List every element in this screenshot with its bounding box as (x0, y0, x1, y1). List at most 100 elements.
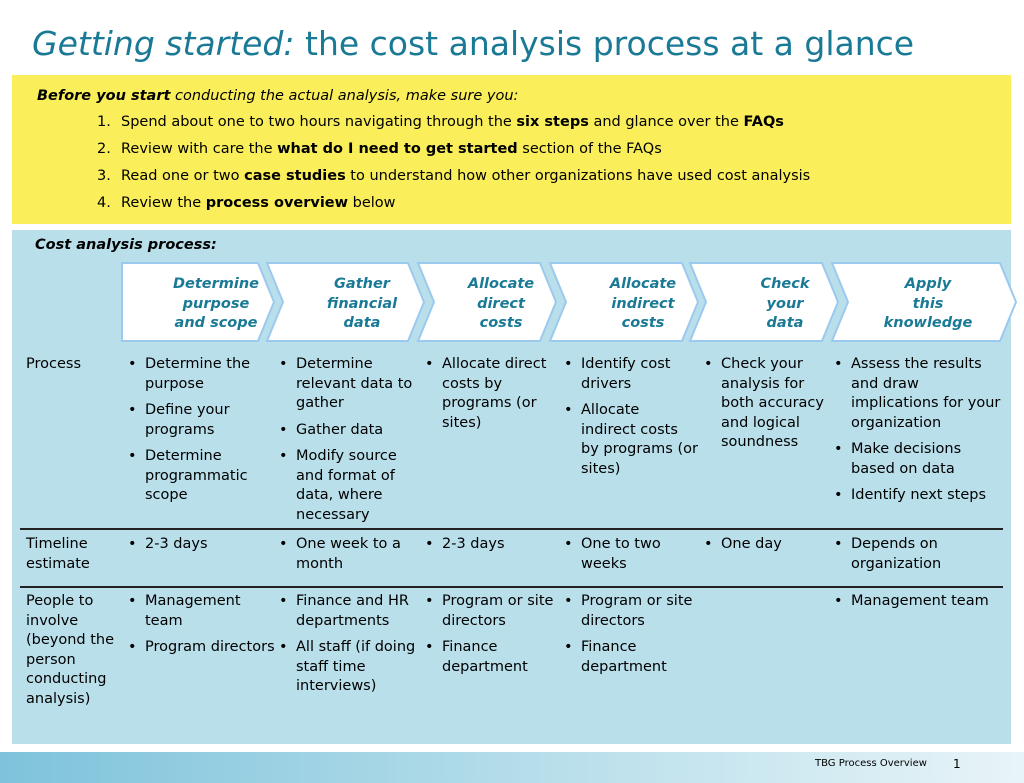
table-cell: One to two weeks (561, 535, 698, 581)
table-cell: 2-3 days (422, 535, 558, 562)
process-step-label-line: data (766, 315, 804, 331)
bullet-item: Finance department (422, 638, 558, 677)
process-step-chevron (265, 262, 426, 342)
step-number: 1. (97, 114, 111, 130)
step-number: 4. (97, 195, 111, 211)
table-cell: Management team Program directors (125, 592, 275, 665)
process-step-label-line: Allocate (609, 276, 677, 292)
before-you-start-panel: Before you start conducting the actual a… (12, 75, 1011, 224)
step-highlight: case studies (244, 168, 346, 184)
step-highlight: process overview (205, 195, 349, 211)
table-cell: Depends on organization (831, 535, 1001, 581)
step-highlight: six steps (516, 114, 589, 130)
process-step-label: Apply this knowledge (873, 275, 983, 334)
footer-bar: TBG Process Overview 1 (0, 752, 1024, 783)
process-step-chevron (416, 262, 558, 342)
process-step-label: Check your data (730, 275, 840, 334)
preparation-steps-list: 1. Spend about one to two hours navigatin… (97, 114, 810, 222)
bullet-item: Modify source and format of data, where … (276, 447, 419, 525)
table-cell: One day (701, 535, 828, 562)
table-cell: Management team (831, 592, 1001, 619)
process-step-label-line: costs (479, 315, 523, 331)
bullet-item: Define your programs (125, 401, 275, 440)
bullet-item: Management team (125, 592, 275, 631)
bullet-item: Identify cost drivers (561, 355, 698, 394)
row-label: Process (26, 356, 82, 372)
bullet-item: Program or site directors (422, 592, 558, 631)
process-step-label-line: Determine (172, 276, 260, 292)
process-step-label: Gather financial data (307, 275, 417, 334)
row-label: Timeline estimate (26, 536, 90, 572)
intro-rest: conducting the actual analysis, make sur… (170, 88, 519, 104)
bullet-item: Determine programmatic scope (125, 447, 275, 506)
bullet-item: Program or site directors (561, 592, 698, 631)
process-step-label: Allocate direct costs (446, 275, 556, 334)
bullet-item: Depends on organization (831, 535, 1001, 574)
step-text: and glance over the (588, 114, 744, 130)
bullet-item: Make decisions based on data (831, 440, 1001, 479)
bullet-item: Check your analysis for both accuracy an… (701, 355, 828, 453)
step-highlight: FAQs (743, 114, 784, 130)
table-cell: One week to a month (276, 535, 419, 581)
bullet-item: Program directors (125, 638, 275, 658)
row-label: People to involve (beyond the person con… (26, 593, 115, 707)
step-number: 3. (97, 168, 111, 184)
step-text: below (348, 195, 396, 211)
table-cell: Finance and HR departments All staff (if … (276, 592, 419, 704)
process-step-label: Allocate indirect costs (588, 275, 698, 334)
process-step-chevron (830, 262, 1018, 342)
process-caption: Cost analysis process: (35, 237, 217, 253)
preparation-step: 2. Review with care the what do I need to… (97, 141, 810, 168)
page-title: Getting started: the cost analysis proce… (32, 24, 914, 63)
table-cell: Program or site directors Finance departm… (561, 592, 698, 684)
process-step-label-line: Check (760, 276, 810, 292)
process-step-chevron (688, 262, 840, 342)
step-highlight: what do I need to get started (277, 141, 518, 157)
bullet-item: Management team (831, 592, 1001, 612)
bullet-item: One week to a month (276, 535, 419, 574)
bullet-item: Allocate indirect costs by programs (or … (561, 401, 698, 479)
bullet-item: Gather data (276, 421, 419, 441)
step-text: to understand how other organizations ha… (345, 168, 811, 184)
row-divider (20, 528, 1003, 530)
bullet-item: 2-3 days (422, 535, 558, 555)
process-step-label-line: direct (477, 295, 525, 312)
process-step-label-line: Apply (904, 276, 952, 292)
bullet-item: Determine the purpose (125, 355, 275, 394)
process-step-label: Determine purpose and scope (161, 275, 271, 334)
process-step-label-line: costs (621, 315, 665, 331)
page-title-rest: the cost analysis process at a glance (294, 24, 915, 63)
footer-text: TBG Process Overview (815, 758, 927, 769)
bullet-item: One day (701, 535, 828, 555)
step-text: Review the (121, 195, 206, 211)
preparation-step: 3. Read one or two case studies to unders… (97, 168, 810, 195)
step-number: 2. (97, 141, 111, 157)
process-step-chevron (548, 262, 700, 342)
process-step-label-line: data (343, 315, 381, 331)
table-cell: Determine relevant data to gather Gather … (276, 355, 419, 532)
page-number: 1 (953, 757, 961, 771)
table-cell: Allocate direct costs by programs (or si… (422, 355, 558, 440)
table-cell: Determine the purpose Define your program… (125, 355, 275, 513)
step-text: Read one or two (121, 168, 245, 184)
process-chevrons (121, 262, 1018, 342)
table-cell: Check your analysis for both accuracy an… (701, 355, 828, 460)
table-cell: Assess the results and draw implications… (831, 355, 1001, 513)
bullet-item: Finance department (561, 638, 698, 677)
intro-bold: Before you start (37, 88, 171, 104)
process-step-label-line: and scope (174, 315, 258, 331)
table-cell: 2-3 days (125, 535, 275, 562)
step-text: Review with care the (121, 141, 278, 157)
preparation-step: 1. Spend about one to two hours navigatin… (97, 114, 810, 141)
bullet-item: One to two weeks (561, 535, 698, 574)
bullet-item: Determine relevant data to gather (276, 355, 419, 414)
before-you-start-intro: Before you start conducting the actual a… (37, 88, 518, 104)
page-title-italic: Getting started: (32, 24, 295, 63)
process-step-label-line: Gather (334, 276, 390, 292)
process-step-label-line: indirect (611, 295, 675, 312)
bullet-item: Finance and HR departments (276, 592, 419, 631)
process-step-label-line: financial (326, 295, 398, 312)
process-step-label-line: purpose (182, 295, 250, 312)
bullet-item: Allocate direct costs by programs (or si… (422, 355, 558, 433)
table-cell: Program or site directors Finance departm… (422, 592, 558, 684)
